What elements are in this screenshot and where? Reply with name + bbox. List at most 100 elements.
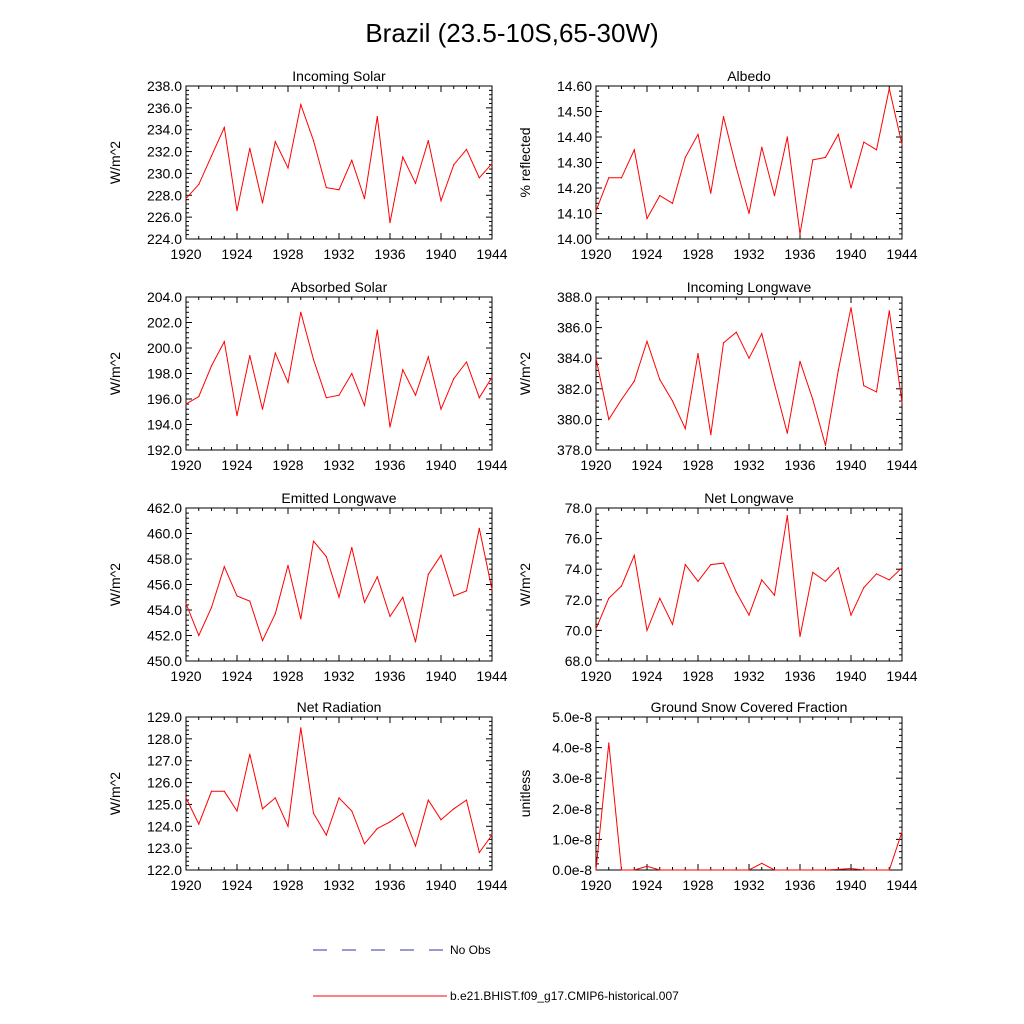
y-tick-label: 228.0 [147, 187, 182, 203]
legend-model-label: b.e21.BHIST.f09_g17.CMIP6-historical.007 [450, 989, 679, 1003]
y-tick-label: 14.30 [557, 155, 592, 171]
data-point [236, 210, 238, 212]
x-tick-label: 1924 [221, 246, 252, 262]
y-tick-label: 14.00 [557, 231, 592, 247]
x-tick-label: 1932 [733, 246, 764, 262]
data-point [491, 589, 493, 591]
x-tick-label: 1944 [476, 246, 507, 262]
data-point [837, 868, 839, 871]
x-tick-label: 1940 [425, 457, 456, 473]
data-point [440, 819, 442, 821]
data-point [620, 869, 623, 871]
data-point [261, 808, 264, 810]
plot-frame [595, 85, 903, 240]
plot-frame [185, 296, 493, 451]
data-point [608, 418, 610, 420]
data-point [389, 426, 391, 428]
data-point [427, 140, 429, 142]
data-point [185, 403, 187, 405]
panel-7: Net Radiation W/m^2 122.0 123.0 124.0 125.0 12… [107, 699, 508, 893]
x-tick-label: 1924 [631, 668, 662, 684]
x-tick-label: 1936 [784, 246, 815, 262]
y-tick-label: 202.0 [147, 315, 182, 331]
x-tick-label: 1924 [221, 877, 252, 893]
data-point [773, 594, 776, 596]
data-point [338, 797, 340, 799]
data-point [620, 177, 623, 179]
y-tick-label: 452.0 [147, 628, 182, 644]
x-tick-label: 1932 [323, 246, 354, 262]
data-point [338, 596, 340, 598]
data-point [812, 869, 814, 871]
data-point [453, 595, 455, 597]
data-point [850, 614, 852, 616]
data-point [274, 613, 276, 615]
x-tick-label: 1940 [835, 877, 866, 893]
data-point [427, 356, 429, 358]
data-point [427, 573, 429, 575]
x-tick-label: 1932 [323, 457, 354, 473]
panel-title: Ground Snow Covered Fraction [651, 699, 848, 715]
data-point [684, 428, 686, 430]
y-tick-label: 78.0 [565, 500, 592, 516]
data-point [363, 601, 366, 603]
data-point [761, 146, 763, 148]
data-point [863, 587, 865, 589]
x-tick-label: 1932 [323, 668, 354, 684]
data-point [312, 358, 315, 361]
data-point [722, 116, 725, 118]
y-tick-label: 382.0 [557, 381, 592, 397]
data-point [710, 434, 712, 436]
data-point [824, 580, 827, 583]
data-point [837, 133, 839, 135]
data-point [210, 365, 213, 367]
series-line [185, 727, 493, 854]
data-point [608, 742, 610, 744]
panel-title: Absorbed Solar [291, 279, 388, 295]
data-point [300, 104, 302, 106]
data-point [620, 398, 623, 401]
y-tick-label: 236.0 [147, 100, 182, 116]
data-point [735, 331, 737, 333]
x-tick-label: 1924 [221, 668, 252, 684]
x-tick-label: 1932 [733, 877, 764, 893]
data-point [274, 797, 276, 799]
y-tick-label: 204.0 [147, 289, 182, 305]
data-point [351, 159, 353, 161]
y-tick-label: 230.0 [147, 165, 182, 181]
data-point [646, 629, 648, 632]
y-tick-label: 68.0 [565, 653, 592, 669]
x-tick-label: 1928 [272, 668, 303, 684]
y-tick-label: 124.0 [147, 818, 182, 834]
series-line [595, 88, 903, 234]
data-point [453, 378, 455, 380]
y-axis-label: W/m^2 [517, 352, 533, 395]
data-point [351, 810, 353, 812]
panel-4: Incoming Longwave W/m^2 378.0 380.0 382.0 384… [517, 279, 918, 473]
data-point [863, 141, 865, 143]
data-point [633, 380, 635, 382]
panel-title: Albedo [727, 68, 771, 84]
data-point [722, 342, 725, 344]
x-tick-label: 1920 [580, 877, 611, 893]
y-tick-label: 123.0 [147, 840, 182, 856]
y-axis-label: W/m^2 [107, 563, 123, 606]
data-point [697, 353, 699, 355]
data-point [363, 404, 366, 406]
y-tick-label: 460.0 [147, 526, 182, 542]
panel-title: Incoming Longwave [687, 279, 812, 295]
panel-2: Albedo % reflected 14.00 14.10 14.20 14.30 14.… [517, 68, 918, 262]
data-point [722, 562, 725, 564]
y-tick-label: 384.0 [557, 350, 592, 366]
data-point [812, 159, 814, 161]
x-tick-label: 1940 [835, 457, 866, 473]
data-point [837, 567, 839, 569]
data-point [261, 202, 264, 204]
data-point [402, 812, 404, 814]
data-point [748, 357, 750, 359]
data-point [300, 727, 302, 729]
series-line [185, 528, 493, 643]
y-tick-label: 126.0 [147, 775, 182, 791]
y-tick-label: 198.0 [147, 366, 182, 382]
